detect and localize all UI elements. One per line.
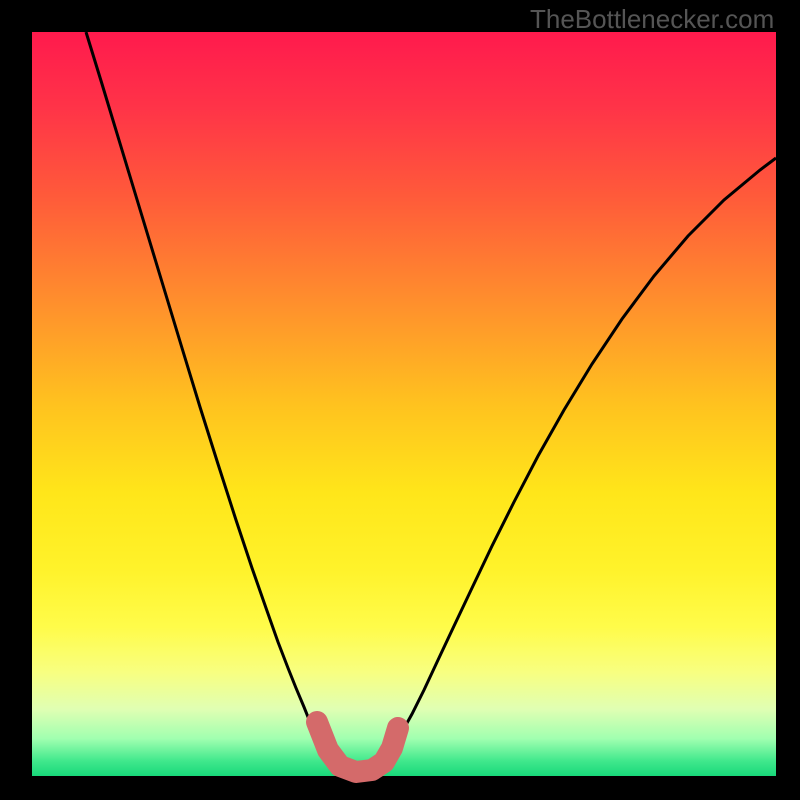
bottleneck-curve — [86, 32, 776, 770]
plot-svg — [0, 0, 800, 800]
watermark-text: TheBottlenecker.com — [530, 4, 774, 35]
plot-background — [32, 32, 776, 776]
chart-frame: TheBottlenecker.com — [0, 0, 800, 800]
optimal-range-marker — [317, 722, 398, 772]
